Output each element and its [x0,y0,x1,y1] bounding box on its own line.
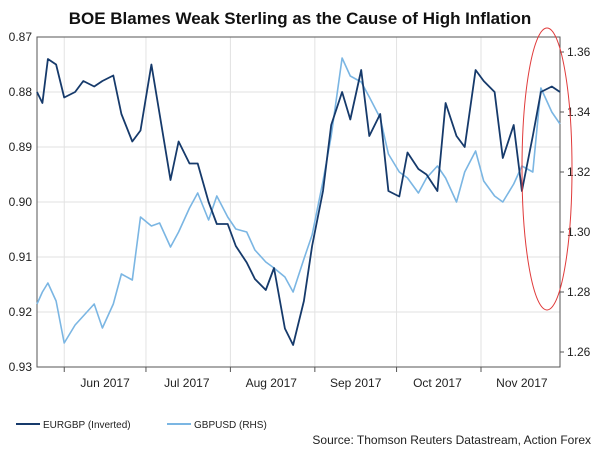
legend: EURGBP (Inverted) GBPUSD (RHS) [16,420,267,431]
right-tick-label: 1.30 [567,225,591,239]
left-tick-label: 0.88 [9,85,33,99]
left-tick-label: 0.87 [9,30,33,44]
x-tick-label: Oct 2017 [413,376,462,390]
x-tick-label: Jun 2017 [80,376,130,390]
series-layer [36,57,561,346]
left-axis: 0.87 0.88 0.89 0.90 0.91 0.92 0.93 [9,30,33,374]
right-tick-label: 1.28 [567,285,591,299]
left-tick-label: 0.91 [9,250,33,264]
left-tick-label: 0.89 [9,140,33,154]
series-line-gbpusd [36,57,561,344]
left-tick-label: 0.92 [9,305,33,319]
right-tick-label: 1.34 [567,105,591,119]
left-tick-label: 0.93 [9,360,33,374]
left-tick-label: 0.90 [9,195,33,209]
x-tick-label: Aug 2017 [246,376,298,390]
right-tick-label: 1.32 [567,165,591,179]
right-tick-label: 1.36 [567,45,591,59]
x-tick-label: Sep 2017 [330,376,382,390]
chart-title: BOE Blames Weak Sterling as the Cause of… [69,9,532,28]
series-line-eurgbp [36,58,561,346]
source-note: Source: Thomson Reuters Datastream, Acti… [312,433,591,447]
highlight-ellipse [521,27,573,311]
x-axis: Jun 2017 Jul 2017 Aug 2017 Sep 2017 Oct 2017… [63,367,548,390]
legend-label-gbpusd: GBPUSD (RHS) [194,420,267,431]
right-tick-label: 1.26 [567,345,591,359]
x-tick-label: Nov 2017 [496,376,548,390]
right-axis: 1.36 1.34 1.32 1.30 1.28 1.26 [560,45,591,359]
legend-label-eurgbp: EURGBP (Inverted) [43,420,131,431]
x-tick-label: Jul 2017 [164,376,210,390]
plot-area-frame [36,36,561,368]
